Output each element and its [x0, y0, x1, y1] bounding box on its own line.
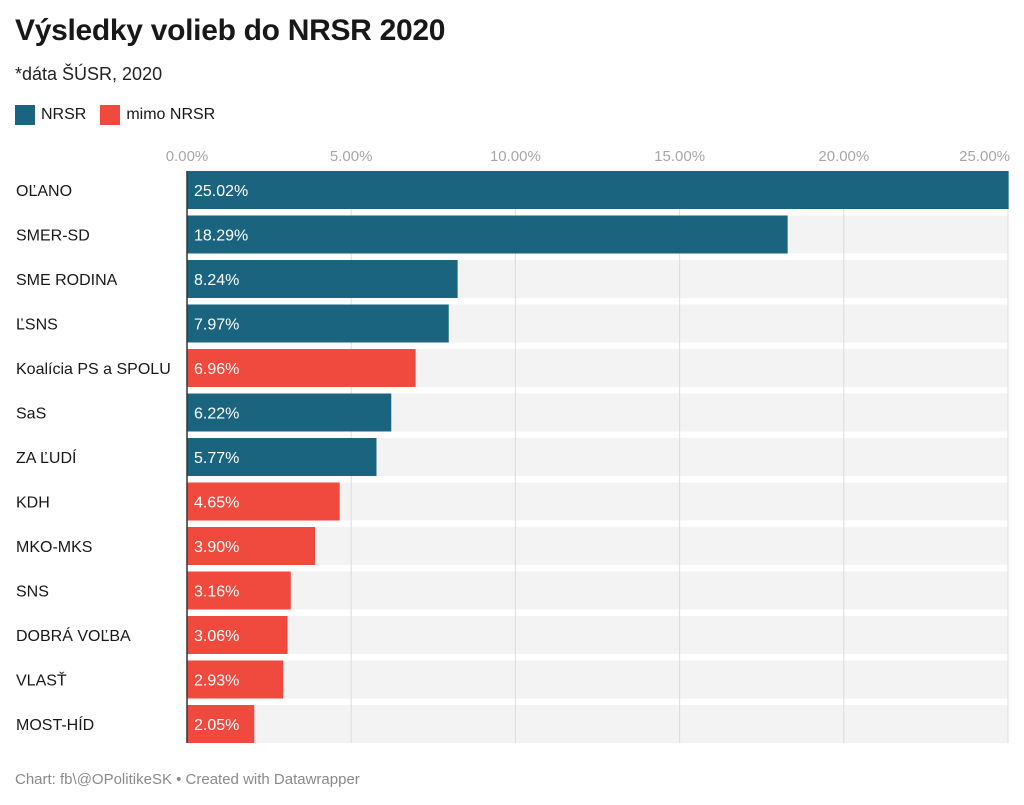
x-tick-label: 20.00% — [818, 148, 869, 165]
data-label: 3.90% — [194, 539, 239, 556]
legend: NRSR mimo NRSR — [15, 105, 229, 125]
bar — [187, 349, 416, 387]
data-label: 6.96% — [194, 361, 239, 378]
chart-footer: Chart: fb\@OPolitikeSK • Created with Da… — [15, 771, 360, 788]
data-label: 3.06% — [194, 628, 239, 645]
category-label: ĽSNS — [16, 317, 58, 334]
background-bar — [187, 571, 1008, 610]
bar — [187, 393, 392, 432]
category-label: VLASŤ — [16, 671, 67, 690]
data-label: 4.65% — [194, 495, 239, 512]
bar-chart: 0.00% 5.00% 10.00% 15.00% 20.00% 25.00% OĽANO 2… — [16, 148, 1010, 743]
x-tick-label: 0.00% — [166, 148, 209, 165]
bar — [187, 660, 284, 699]
bar — [187, 482, 340, 521]
bar — [187, 260, 458, 298]
category-label: MKO-MKS — [16, 539, 92, 556]
data-label: 3.16% — [194, 584, 239, 601]
bar — [187, 171, 1009, 209]
chart-subtitle: *dáta ŠÚSR, 2020 — [15, 64, 163, 84]
legend-item-mimo-nrsr: mimo NRSR — [100, 105, 215, 125]
background-bar — [187, 705, 1008, 743]
data-label: 25.02% — [194, 183, 248, 200]
bar — [187, 616, 288, 654]
legend-label-mimo-nrsr: mimo NRSR — [126, 106, 216, 123]
legend-item-nrsr: NRSR — [15, 105, 86, 125]
x-tick-label: 5.00% — [330, 148, 373, 165]
data-label: 6.22% — [194, 406, 239, 423]
background-bar — [187, 616, 1008, 654]
data-label: 2.93% — [194, 673, 239, 690]
category-label: SNS — [16, 584, 49, 601]
data-label: 2.05% — [194, 717, 239, 734]
category-label: Koalícia PS a SPOLU — [16, 361, 171, 378]
data-label: 7.97% — [194, 317, 239, 334]
background-bar — [187, 527, 1008, 565]
background-bar — [187, 660, 1008, 699]
x-tick-label: 25.00% — [959, 148, 1010, 165]
bar — [187, 571, 291, 610]
category-label: KDH — [16, 495, 50, 512]
category-label: SaS — [16, 406, 46, 423]
category-label: MOST-HÍD — [16, 715, 94, 734]
data-label: 18.29% — [194, 228, 248, 245]
x-tick-label: 10.00% — [490, 148, 541, 165]
data-label: 5.77% — [194, 450, 239, 467]
bar — [187, 304, 449, 343]
bar — [187, 705, 255, 743]
chart-title: Výsledky volieb do NRSR 2020 — [15, 14, 446, 47]
data-label: 8.24% — [194, 272, 239, 289]
category-label: SME RODINA — [16, 272, 118, 289]
x-tick-label: 15.00% — [654, 148, 705, 165]
category-label: DOBRÁ VOĽBA — [16, 626, 131, 645]
bar — [187, 527, 316, 565]
category-label: ZA ĽUDÍ — [16, 448, 77, 467]
legend-swatch-nrsr — [15, 105, 35, 125]
category-label: OĽANO — [16, 183, 72, 200]
legend-swatch-mimo-nrsr — [100, 105, 121, 125]
bar — [187, 438, 377, 476]
category-label: SMER-SD — [16, 228, 90, 245]
legend-label-nrsr: NRSR — [41, 106, 87, 123]
bar — [187, 215, 788, 254]
